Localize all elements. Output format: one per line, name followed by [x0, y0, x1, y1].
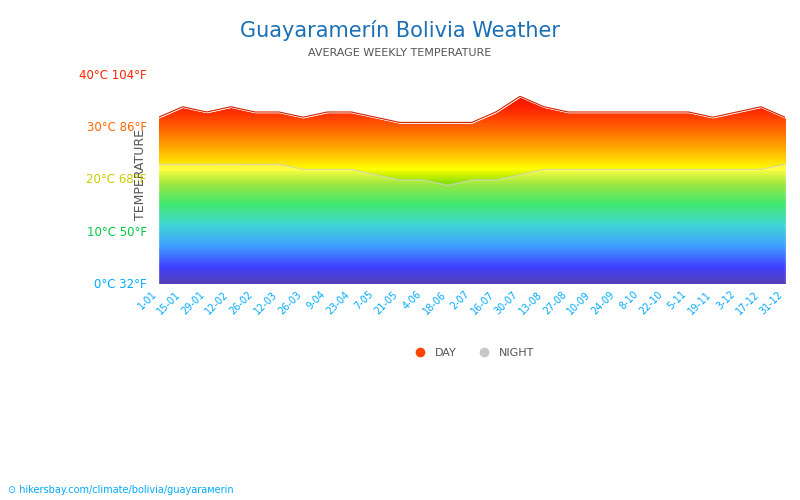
Text: Guayaramerín Bolivia Weather: Guayaramerín Bolivia Weather — [240, 20, 560, 41]
Text: 40°C 104°F: 40°C 104°F — [79, 69, 146, 82]
Legend: DAY, NIGHT: DAY, NIGHT — [405, 343, 538, 362]
Text: ⊙ hikersbay.com/climate/bolivia/guayarамerin: ⊙ hikersbay.com/climate/bolivia/guayarам… — [8, 485, 234, 495]
Text: 20°C 68°F: 20°C 68°F — [86, 174, 146, 186]
Text: 30°C 86°F: 30°C 86°F — [86, 121, 146, 134]
Text: AVERAGE WEEKLY TEMPERATURE: AVERAGE WEEKLY TEMPERATURE — [308, 48, 492, 58]
Y-axis label: TEMPERATURE: TEMPERATURE — [134, 129, 146, 220]
Text: 0°C 32°F: 0°C 32°F — [94, 278, 146, 291]
Text: 10°C 50°F: 10°C 50°F — [86, 226, 146, 238]
